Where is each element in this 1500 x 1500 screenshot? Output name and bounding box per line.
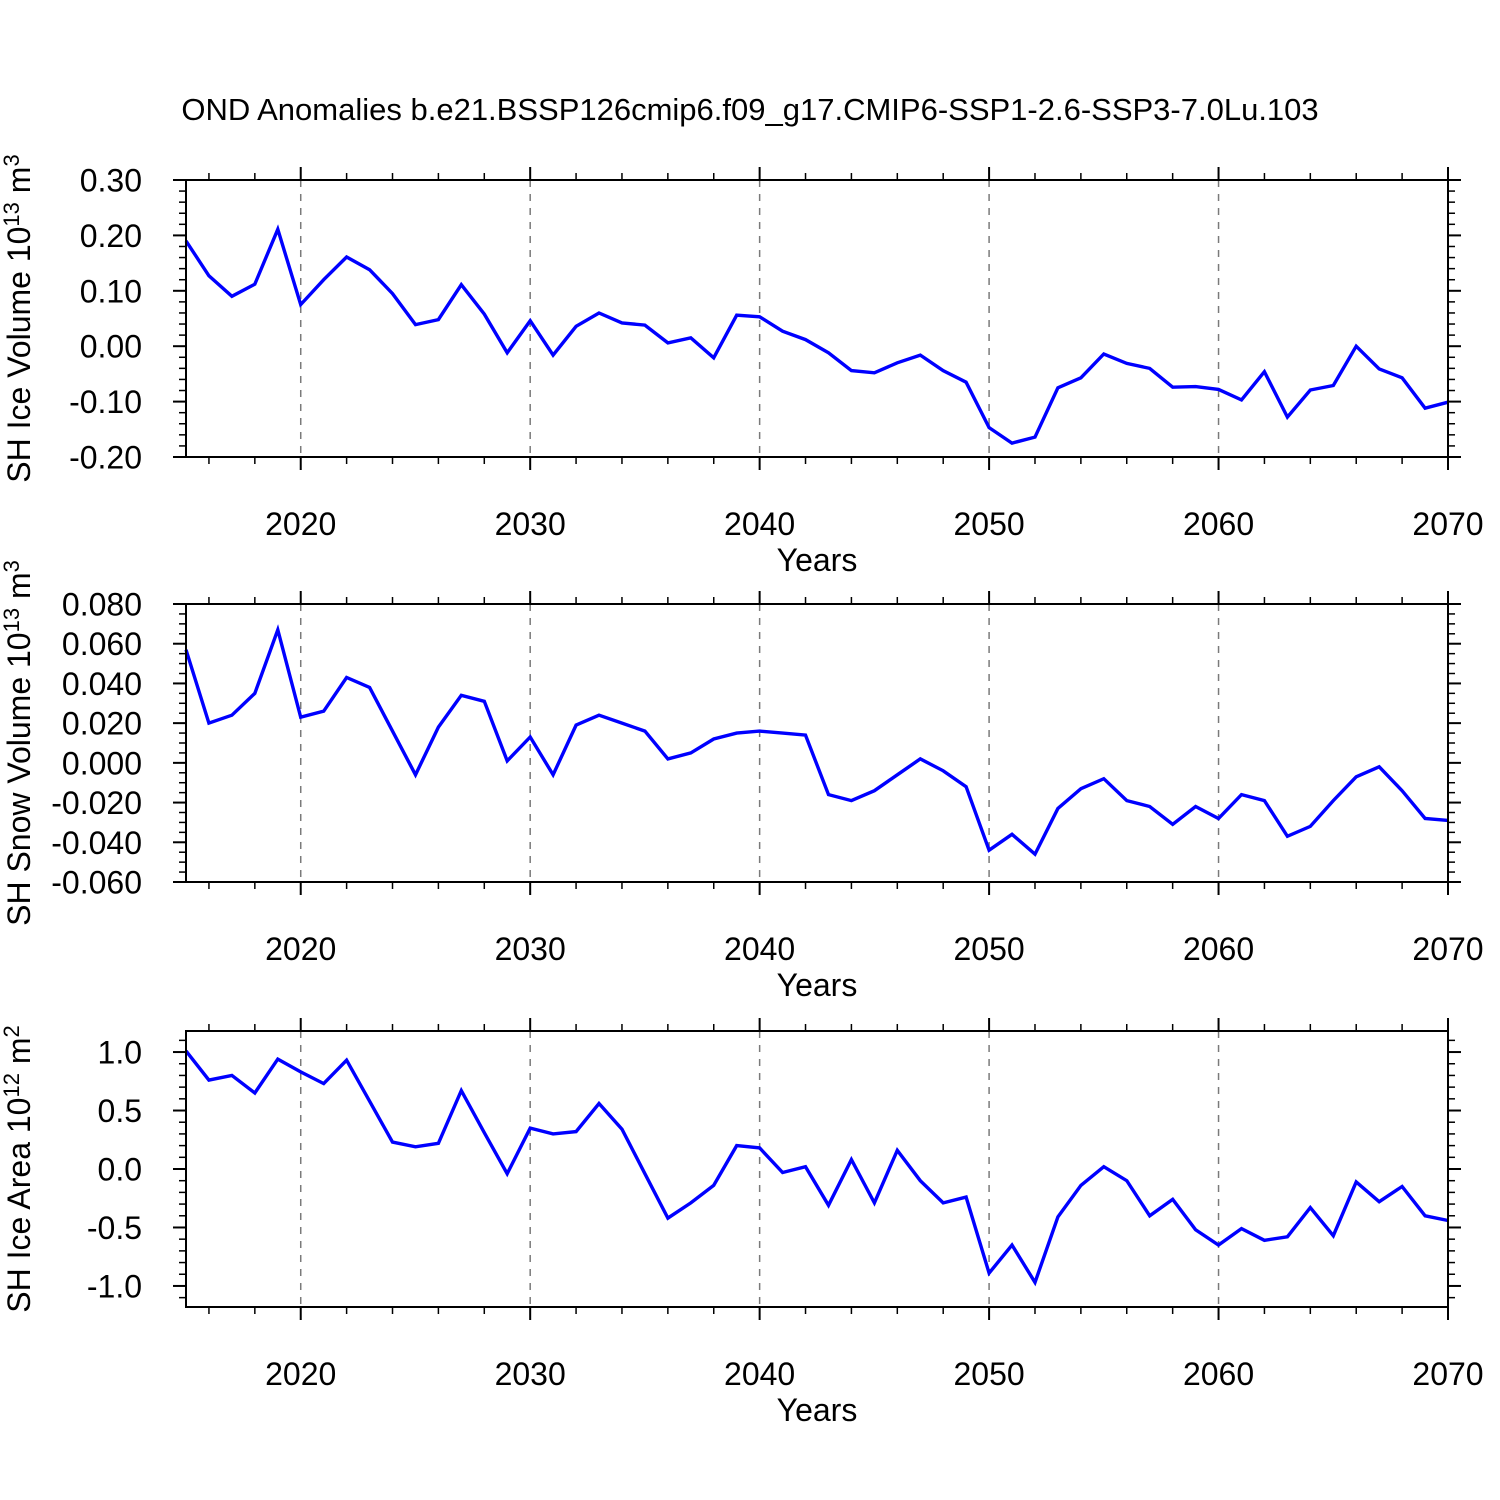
x-tick-label: 2040: [724, 931, 795, 967]
y-tick-label: 0.020: [62, 706, 142, 742]
x-tick-label: 2050: [953, 1356, 1024, 1392]
x-tick-label: 2070: [1412, 931, 1483, 967]
y-tick-label: 0.060: [62, 626, 142, 662]
x-tick-label: 2030: [495, 506, 566, 542]
y-tick-label: 0.5: [98, 1093, 142, 1129]
y-tick-label: 0.00: [80, 329, 142, 365]
x-tick-label: 2060: [1183, 1356, 1254, 1392]
y-axis-title: SH Ice Area 1012 m2: [0, 1025, 37, 1313]
panel-sh-ice-volume: 0.30 0.20 0.10 0.00 -0.10 -0.20 2020 2030 2040 20…: [0, 154, 1484, 578]
y-tick-label: 1.0: [98, 1035, 142, 1071]
y-tick-label: -1.0: [87, 1268, 142, 1304]
y-tick-label: 0.0: [98, 1152, 142, 1188]
y-tick-label: 0.10: [80, 273, 142, 309]
sh-snow-volume-line: [184, 624, 1449, 857]
chart-title: OND Anomalies b.e21.BSSP126cmip6.f09_g17…: [181, 92, 1319, 127]
x-tick-label: 2050: [953, 931, 1024, 967]
y-tick-label: -0.5: [87, 1210, 142, 1246]
x-tick-label: 2020: [265, 506, 336, 542]
x-tick-label: 2030: [495, 1356, 566, 1392]
y-tick-label: -0.040: [51, 825, 142, 861]
y-tick-label: -0.20: [69, 440, 142, 476]
y-tick-label: 0.080: [62, 587, 142, 623]
x-axis-title: Years: [777, 967, 858, 1003]
x-tick-label: 2040: [724, 1356, 795, 1392]
x-tick-label: 2070: [1412, 506, 1483, 542]
y-tick-label: 0.30: [80, 163, 142, 199]
panel-frame: [185, 179, 1449, 458]
y-tick-label: 0.040: [62, 666, 142, 702]
x-tick-label: 2020: [265, 1356, 336, 1392]
panel-frame: [185, 603, 1449, 883]
y-tick-label: -0.10: [69, 384, 142, 420]
panel-sh-ice-area: 1.0 0.5 0.0 -0.5 -1.0 2020 2030 2040 2050 2060 207…: [0, 1018, 1484, 1428]
x-tick-label: 2070: [1412, 1356, 1483, 1392]
sh-ice-area-line: [184, 1049, 1449, 1287]
x-tick-label: 2020: [265, 931, 336, 967]
y-tick-label: -0.020: [51, 785, 142, 821]
y-tick-label: 0.20: [80, 218, 142, 254]
y-tick-label: -0.060: [51, 865, 142, 901]
x-tick-label: 2060: [1183, 931, 1254, 967]
y-axis-title: SH Snow Volume 1013 m3: [0, 560, 37, 926]
x-tick-label: 2050: [953, 506, 1024, 542]
x-axis-title: Years: [777, 1392, 858, 1428]
y-axis-title: SH Ice Volume 1013 m3: [0, 154, 37, 482]
y-tick-label: 0.000: [62, 745, 142, 781]
sh-ice-volume-line: [184, 224, 1449, 445]
x-tick-label: 2060: [1183, 506, 1254, 542]
panel-frame: [185, 1030, 1449, 1308]
x-tick-label: 2030: [495, 931, 566, 967]
x-tick-label: 2040: [724, 506, 795, 542]
x-axis-title: Years: [777, 542, 858, 578]
